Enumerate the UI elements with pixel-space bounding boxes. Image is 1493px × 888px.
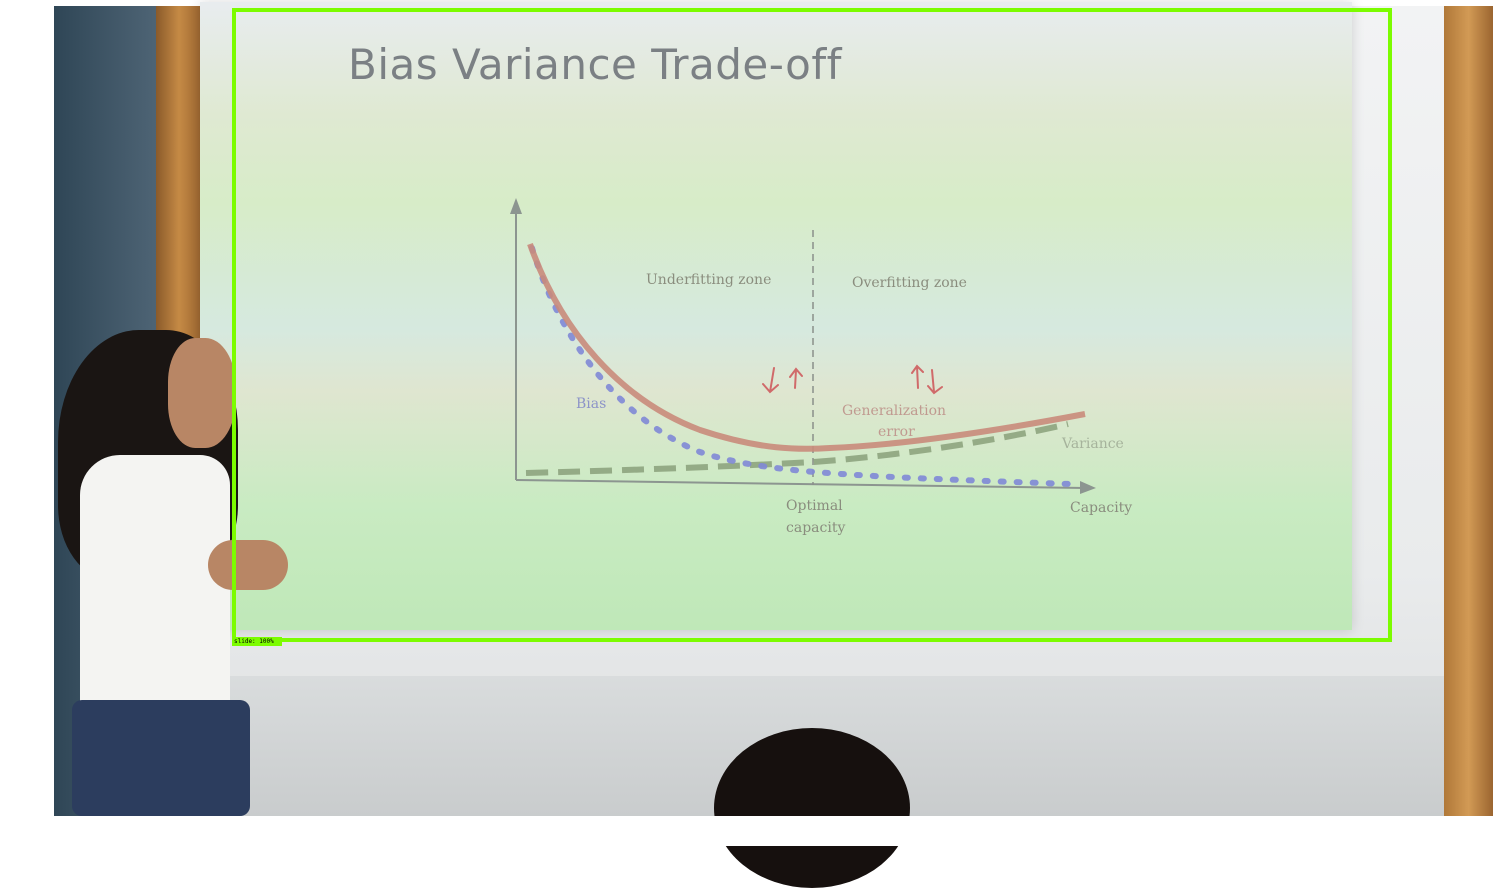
- presenter-jeans: [72, 700, 250, 816]
- projected-slide: [200, 2, 1352, 630]
- audience-head: [714, 728, 910, 888]
- label-capacity-under: capacity: [786, 520, 846, 536]
- trend-arrows-left: [762, 367, 803, 394]
- bias-curve: [529, 245, 1073, 487]
- label-underfitting-zone: Underfitting zone: [646, 272, 772, 288]
- slide-detection-tag: slide: 100%: [232, 637, 282, 646]
- presenter-face: [168, 338, 236, 448]
- y-axis-arrow: [510, 198, 522, 214]
- label-optimal: Optimal: [786, 498, 843, 514]
- bottom-margin: [0, 816, 1493, 846]
- label-variance: Variance: [1062, 436, 1124, 452]
- x-axis: [515, 479, 1086, 489]
- label-generalization-error: error: [878, 424, 915, 440]
- presenter-shirt: [80, 455, 230, 725]
- presenter-hand: [208, 540, 288, 590]
- board-frame-right: [1444, 6, 1493, 816]
- label-generalization: Generalization: [842, 403, 947, 419]
- variance-curve: [525, 421, 1069, 476]
- slide-detection-box: [232, 8, 1392, 642]
- label-overfitting-zone: Overfitting zone: [852, 275, 967, 291]
- trend-arrows-right: [911, 364, 943, 395]
- x-axis-arrow: [1080, 481, 1096, 494]
- slide-title: Bias Variance Trade-off: [348, 40, 842, 89]
- bias-variance-plot: [510, 198, 1096, 494]
- label-bias: Bias: [576, 396, 607, 412]
- generalization-error-curve: [527, 243, 1086, 452]
- label-capacity-axis: Capacity: [1070, 500, 1133, 516]
